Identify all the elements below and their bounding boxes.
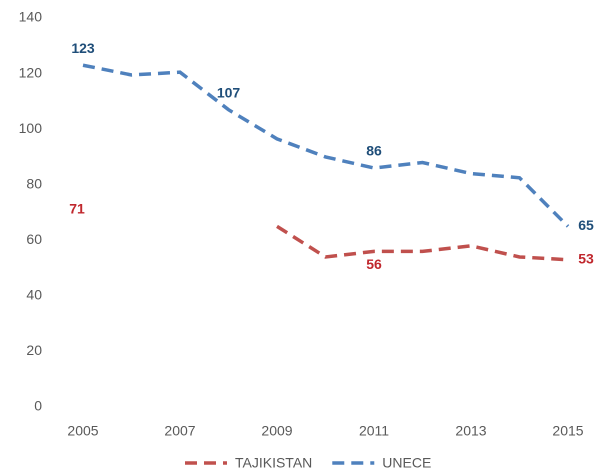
y-tick-label: 40 — [26, 287, 42, 303]
series-line — [82, 63, 570, 228]
x-tick-label: 2015 — [552, 423, 583, 439]
y-tick-label: 80 — [26, 175, 42, 191]
x-tick-label: 2005 — [67, 423, 98, 439]
legend-label: UNECE — [382, 455, 431, 471]
x-tick-label: 2007 — [164, 423, 195, 439]
x-tick-label: 2009 — [261, 423, 292, 439]
y-tick-label: 100 — [19, 120, 43, 136]
y-tick-label: 120 — [19, 64, 43, 80]
y-tick-label: 0 — [34, 398, 42, 414]
value-label: 56 — [366, 256, 382, 272]
value-label: 123 — [71, 40, 95, 56]
y-tick-label: 20 — [26, 342, 42, 358]
series-line — [276, 224, 569, 262]
value-label: 71 — [69, 200, 85, 216]
value-label: 65 — [578, 217, 594, 233]
legend-label: TAJIKISTAN — [235, 455, 312, 471]
y-tick-label: 140 — [19, 9, 43, 25]
value-label: 86 — [366, 143, 382, 159]
value-label: 107 — [217, 84, 241, 100]
y-tick-label: 60 — [26, 231, 42, 247]
value-label: 53 — [578, 250, 594, 266]
x-tick-label: 2013 — [455, 423, 486, 439]
x-tick-label: 2011 — [359, 423, 389, 439]
